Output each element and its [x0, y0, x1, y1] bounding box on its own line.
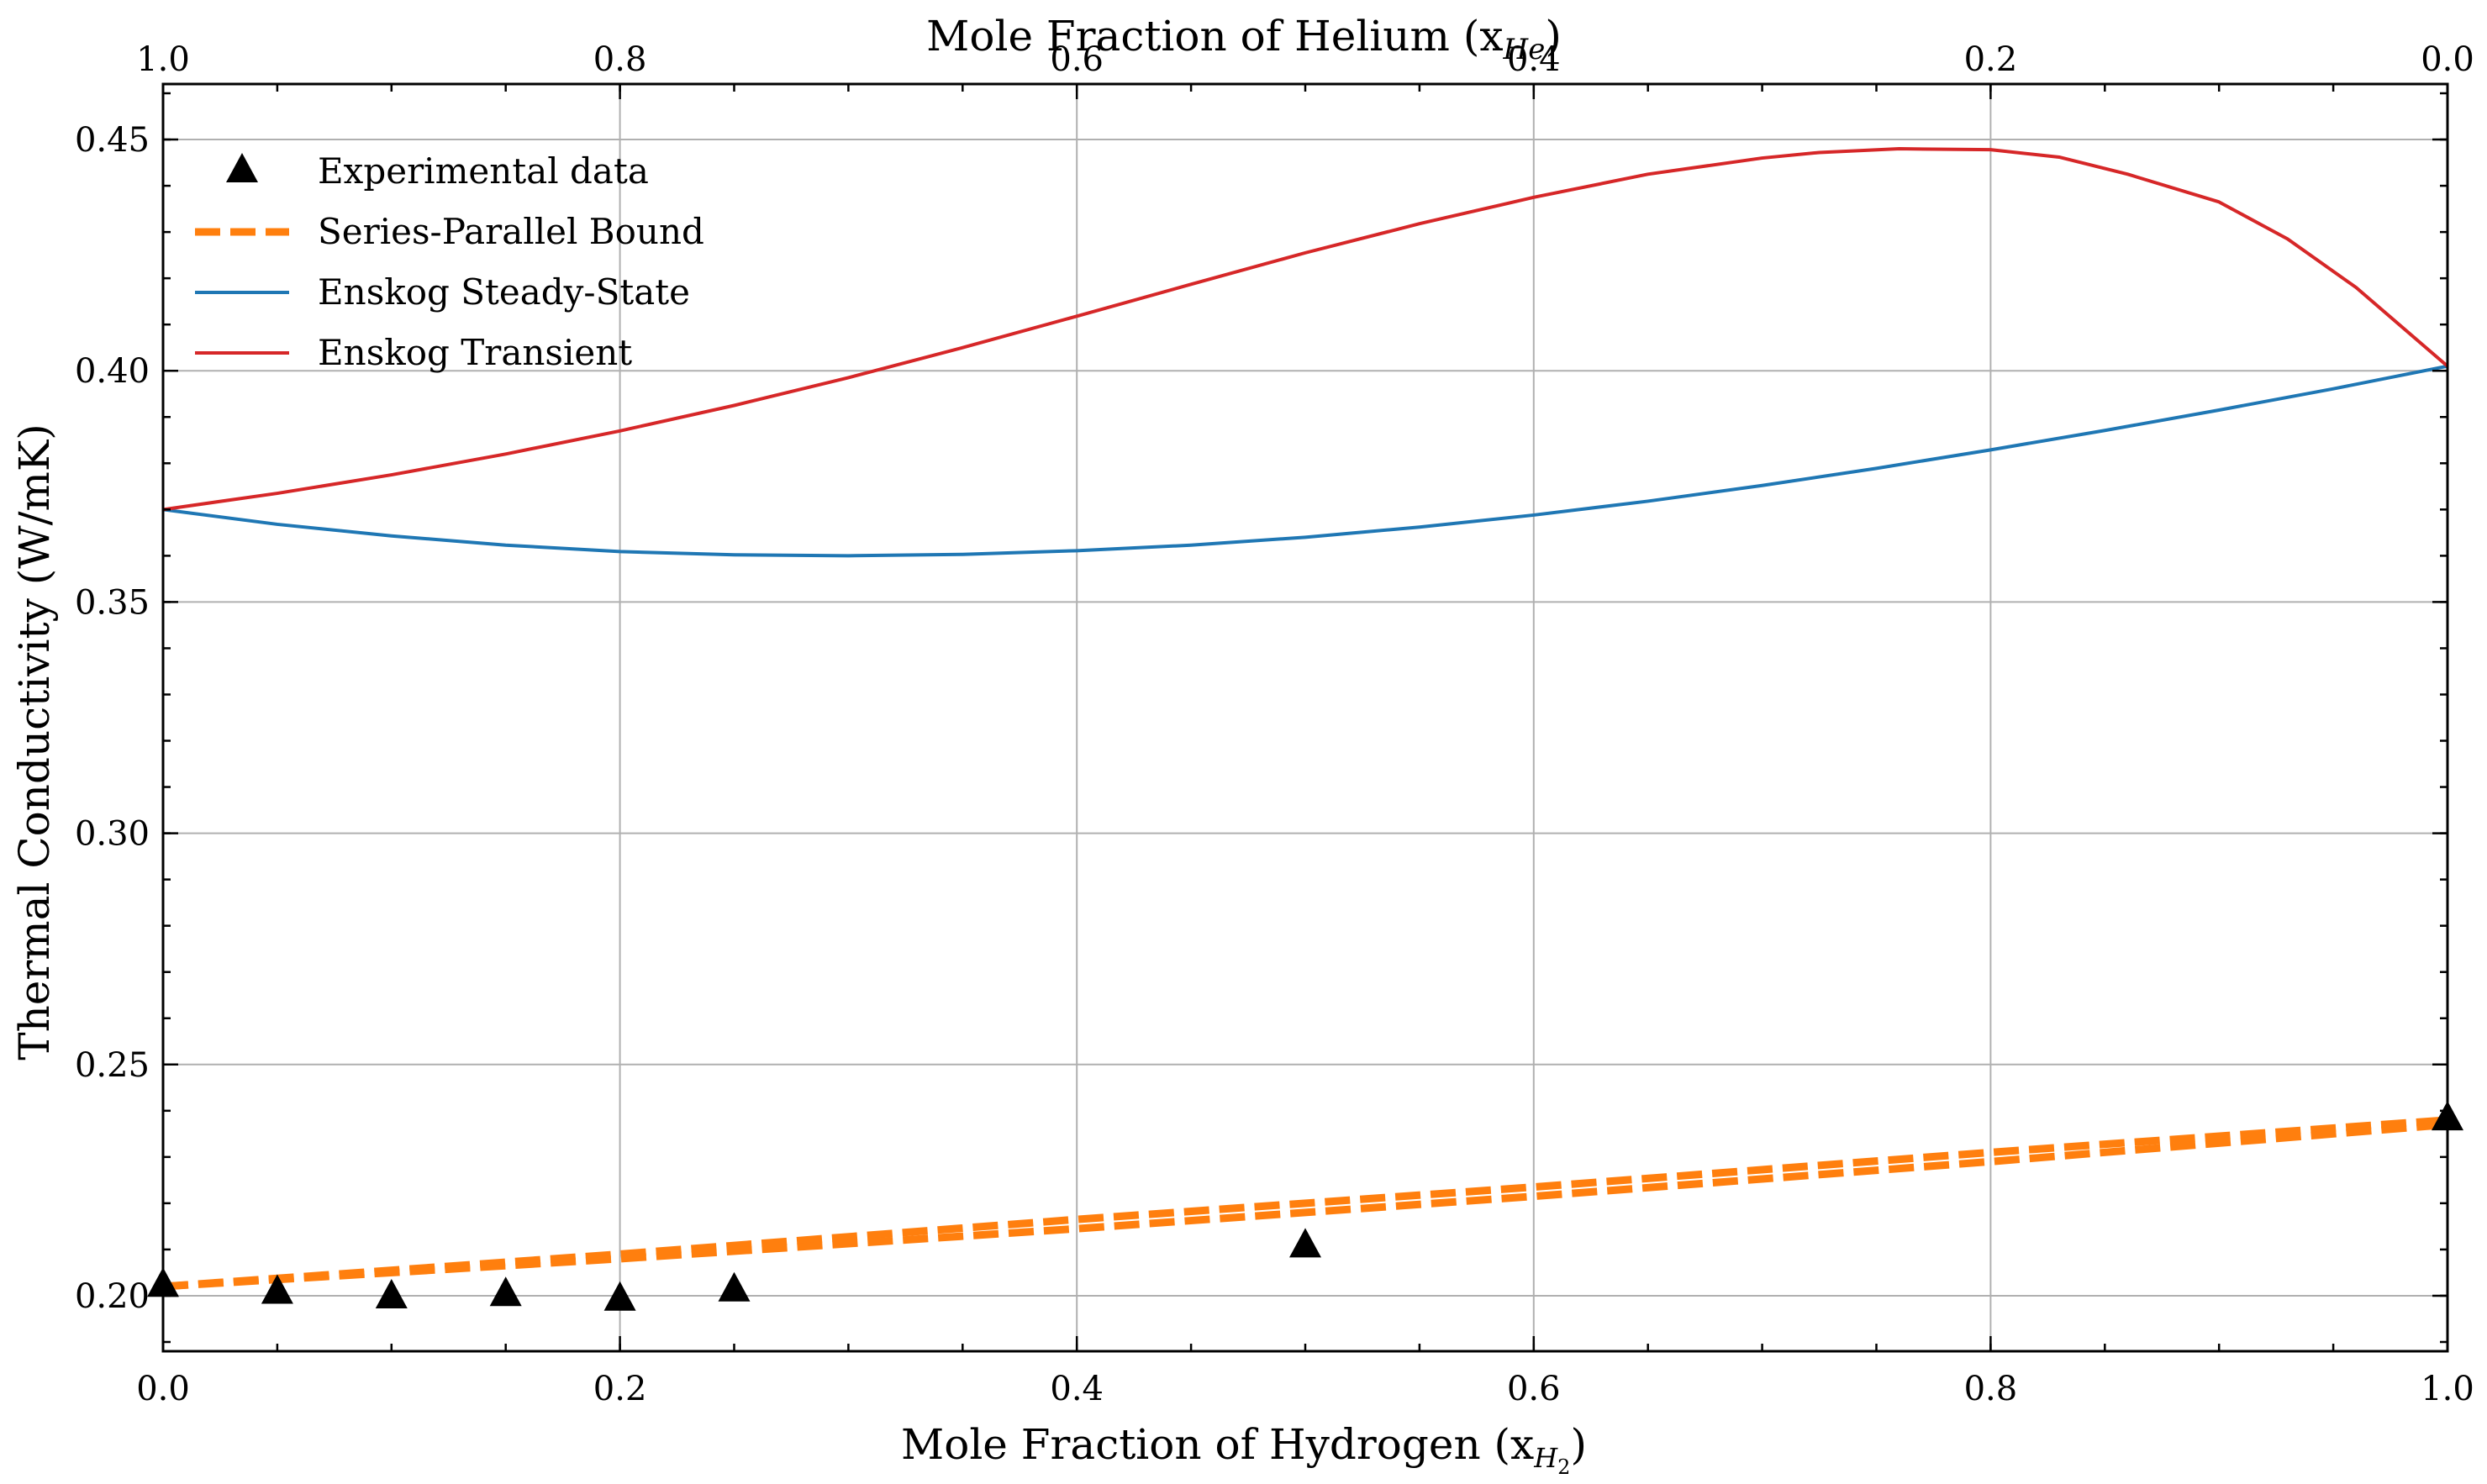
experimental-data-point [603, 1281, 636, 1311]
x2-tick-label: 0.2 [1964, 40, 2018, 79]
enskog-steady-state-line [163, 364, 2447, 558]
legend-label-enskog-transient: Enskog Transient [318, 332, 632, 373]
legend-marker-experimental-data [226, 153, 258, 182]
x2-tick-label: 0.4 [1507, 40, 1561, 79]
x-axis-title: Mole Fraction of Hydrogen (xH2) [901, 1420, 1587, 1479]
series-parallel-bound-upper [163, 1116, 2447, 1291]
y-tick-label: 0.20 [75, 1277, 150, 1316]
x2-tick-label: 0.6 [1050, 40, 1104, 79]
x2-tick-label: 0.0 [2421, 40, 2474, 79]
legend-label-experimental-data: Experimental data [318, 150, 649, 192]
legend-label-series-parallel-bound: Series-Parallel Bound [318, 211, 704, 252]
x-tick-label: 0.6 [1507, 1370, 1561, 1408]
series-clipped [163, 147, 2447, 1291]
x-tick-label: 1.0 [2421, 1370, 2474, 1408]
experimental-data-point [375, 1278, 408, 1308]
y-tick-label: 0.45 [75, 121, 150, 160]
y-tick-label: 0.35 [75, 583, 150, 622]
top-axis-title: Mole Fraction of Helium (xHe) [926, 12, 1562, 66]
y-tick-label: 0.25 [75, 1046, 150, 1085]
legend: Experimental data Series-Parallel Bound En… [195, 150, 704, 373]
experimental-data-point [718, 1271, 751, 1302]
x-tick-label: 0.8 [1964, 1370, 2018, 1408]
tick-labels: 0.0 0.2 0.4 0.6 0.8 1.0 1.0 0.8 0.6 0.4 0.2 0.0 0.20… [75, 40, 2474, 1408]
experimental-data-point [489, 1276, 522, 1307]
axis-ticks [161, 84, 2449, 1351]
series-parallel-bound-lower [163, 1120, 2447, 1291]
experimental-data-point [261, 1274, 293, 1304]
series-layer [147, 147, 2463, 1311]
y-tick-label: 0.40 [75, 352, 150, 391]
enskog-transient-line [163, 147, 2447, 512]
x-tick-label: 0.4 [1050, 1370, 1104, 1408]
y-axis-title: Thermal Conductivity (W/mK) [10, 424, 59, 1060]
x-tick-label: 0.2 [593, 1370, 647, 1408]
y-tick-label: 0.30 [75, 815, 150, 854]
x2-tick-label: 1.0 [136, 40, 190, 79]
x-tick-label: 0.0 [136, 1370, 190, 1408]
x2-tick-label: 0.8 [593, 40, 647, 79]
legend-label-enskog-steady-state: Enskog Steady-State [318, 271, 690, 313]
experimental-data-point [1289, 1228, 1321, 1258]
